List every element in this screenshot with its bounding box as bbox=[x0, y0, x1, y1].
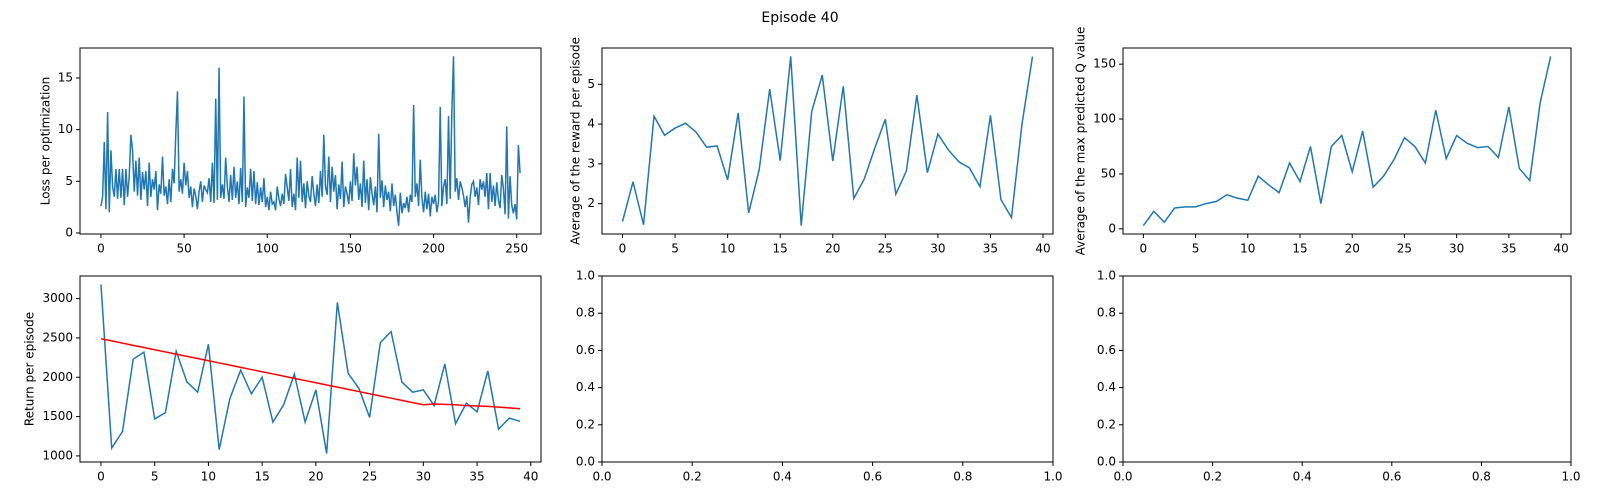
x-tick-label: 250 bbox=[505, 242, 528, 256]
y-tick-label: 1.0 bbox=[576, 269, 595, 283]
x-tick-label: 40 bbox=[1035, 242, 1050, 256]
x-tick-label: 20 bbox=[1345, 242, 1360, 256]
data-line bbox=[100, 56, 521, 226]
x-tick-label: 0.8 bbox=[1472, 470, 1491, 484]
y-tick-label: 5 bbox=[65, 174, 73, 188]
y-tick-label: 3 bbox=[587, 156, 595, 170]
y-tick-label: 1000 bbox=[42, 448, 73, 462]
x-tick-label: 0.8 bbox=[953, 470, 972, 484]
figure-title: Episode 40 bbox=[761, 10, 838, 26]
y-tick-label: 10 bbox=[58, 122, 73, 136]
x-tick-label: 15 bbox=[773, 242, 788, 256]
y-tick-label: 5 bbox=[587, 77, 595, 91]
x-tick-label: 0.0 bbox=[592, 470, 611, 484]
axes-frame bbox=[1122, 47, 1572, 235]
y-tick-label: 4 bbox=[587, 117, 595, 131]
x-tick-label: 0.6 bbox=[1382, 470, 1401, 484]
data-line bbox=[100, 337, 521, 410]
y-tick-label: 0.2 bbox=[576, 417, 595, 431]
x-tick-label: 200 bbox=[422, 242, 445, 256]
y-tick-label: 15 bbox=[58, 70, 73, 84]
y-tick-label: 1.0 bbox=[1097, 269, 1116, 283]
y-tick-label: 0.4 bbox=[576, 380, 595, 394]
x-tick-label: 10 bbox=[1240, 242, 1255, 256]
y-tick-label: 150 bbox=[1093, 57, 1116, 71]
x-tick-label: 20 bbox=[308, 470, 323, 484]
y-tick-label: 50 bbox=[1101, 166, 1116, 180]
axes-frame bbox=[601, 47, 1054, 235]
y-tick-label: 2 bbox=[587, 196, 595, 210]
x-tick-label: 30 bbox=[1449, 242, 1464, 256]
x-tick-label: 0.4 bbox=[773, 470, 792, 484]
x-tick-label: 25 bbox=[362, 470, 377, 484]
x-tick-label: 5 bbox=[671, 242, 679, 256]
x-tick-label: 0.0 bbox=[1113, 470, 1132, 484]
axes-frame bbox=[79, 47, 542, 235]
y-tick-label: 0.0 bbox=[1097, 455, 1116, 469]
y-tick-label: 0.2 bbox=[1097, 417, 1116, 431]
x-tick-label: 20 bbox=[825, 242, 840, 256]
y-tick-label: 0 bbox=[65, 225, 73, 239]
y-tick-label: 0.0 bbox=[576, 455, 595, 469]
y-axis-label: Average of the max predicted Q value bbox=[1074, 27, 1088, 256]
x-tick-label: 0.2 bbox=[1203, 470, 1222, 484]
x-tick-label: 0.6 bbox=[863, 470, 882, 484]
x-tick-label: 1.0 bbox=[1561, 470, 1580, 484]
x-tick-label: 0 bbox=[619, 242, 627, 256]
x-tick-label: 0 bbox=[1140, 242, 1148, 256]
y-tick-label: 0.6 bbox=[1097, 343, 1116, 357]
y-tick-label: 100 bbox=[1093, 112, 1116, 126]
x-tick-label: 30 bbox=[930, 242, 945, 256]
y-tick-label: 0 bbox=[1108, 221, 1116, 235]
x-tick-label: 10 bbox=[720, 242, 735, 256]
y-tick-label: 2000 bbox=[42, 370, 73, 384]
x-tick-label: 35 bbox=[469, 470, 484, 484]
x-tick-label: 25 bbox=[1397, 242, 1412, 256]
x-tick-label: 15 bbox=[1292, 242, 1307, 256]
y-tick-label: 0.8 bbox=[576, 306, 595, 320]
y-axis-label: Loss per optimization bbox=[39, 77, 53, 206]
y-tick-label: 0.6 bbox=[576, 343, 595, 357]
data-line bbox=[1142, 56, 1552, 226]
y-tick-label: 0.4 bbox=[1097, 380, 1116, 394]
x-tick-label: 0 bbox=[97, 470, 105, 484]
axes-frame bbox=[79, 275, 542, 463]
x-tick-label: 1.0 bbox=[1043, 470, 1062, 484]
y-tick-label: 2500 bbox=[42, 330, 73, 344]
x-tick-label: 0 bbox=[97, 242, 105, 256]
x-tick-label: 35 bbox=[1501, 242, 1516, 256]
axes-frame bbox=[601, 275, 1054, 463]
axes-frame bbox=[1122, 275, 1572, 463]
x-tick-label: 25 bbox=[878, 242, 893, 256]
x-tick-label: 15 bbox=[255, 470, 270, 484]
data-line bbox=[100, 284, 521, 454]
x-tick-label: 30 bbox=[416, 470, 431, 484]
y-axis-label: Return per episode bbox=[23, 312, 37, 426]
x-tick-label: 10 bbox=[201, 470, 216, 484]
x-tick-label: 150 bbox=[339, 242, 362, 256]
y-axis-label: Average of the reward per episode bbox=[569, 37, 583, 245]
x-tick-label: 5 bbox=[1192, 242, 1200, 256]
x-tick-label: 40 bbox=[523, 470, 538, 484]
y-tick-label: 3000 bbox=[42, 291, 73, 305]
x-tick-label: 0.2 bbox=[683, 470, 702, 484]
x-tick-label: 35 bbox=[983, 242, 998, 256]
data-line bbox=[621, 56, 1034, 226]
x-tick-label: 0.4 bbox=[1293, 470, 1312, 484]
y-tick-label: 1500 bbox=[42, 409, 73, 423]
y-tick-label: 0.8 bbox=[1097, 306, 1116, 320]
x-tick-label: 100 bbox=[256, 242, 279, 256]
x-tick-label: 5 bbox=[151, 470, 159, 484]
x-tick-label: 40 bbox=[1553, 242, 1568, 256]
x-tick-label: 50 bbox=[176, 242, 191, 256]
